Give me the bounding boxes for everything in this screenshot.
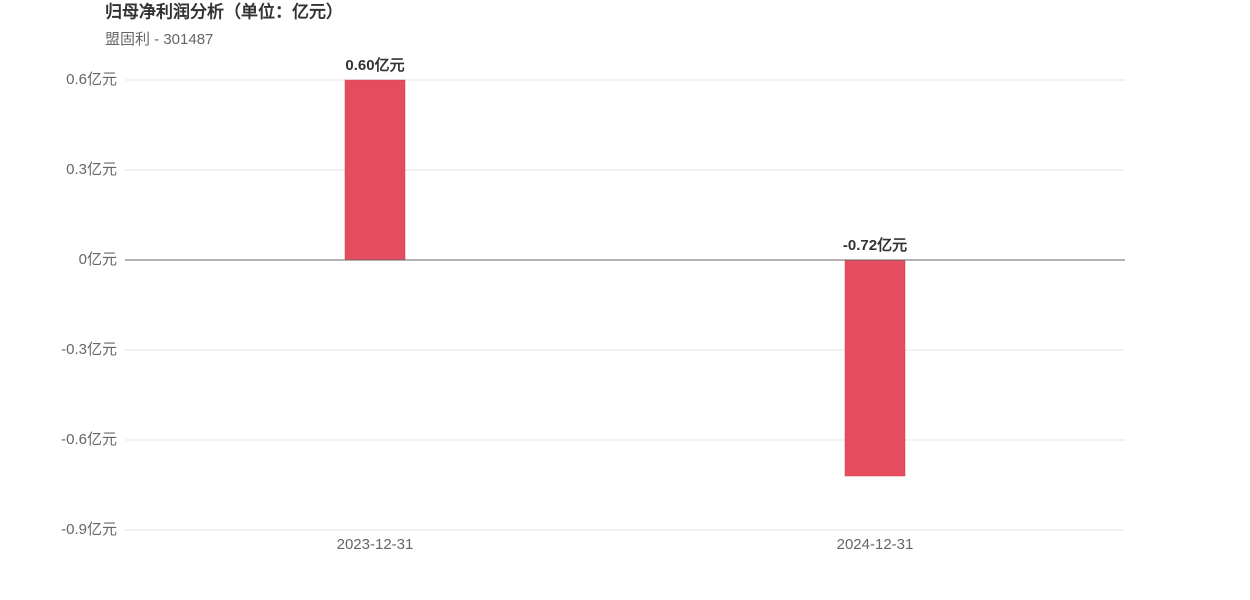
y-tick-label: 0亿元 — [79, 251, 117, 268]
bar — [344, 79, 406, 261]
y-tick-label: -0.3亿元 — [61, 341, 117, 358]
value-label: 0.60亿元 — [345, 56, 404, 74]
chart-title: 归母净利润分析（单位：亿元） — [105, 1, 343, 21]
y-tick-label: 0.6亿元 — [66, 71, 117, 88]
y-tick-label: -0.6亿元 — [61, 431, 117, 448]
x-tick-label: 2023-12-31 — [337, 536, 414, 553]
bar — [844, 259, 906, 477]
chart-subtitle: 盟固利 - 301487 — [105, 31, 213, 48]
value-label: -0.72亿元 — [843, 236, 907, 254]
x-tick-label: 2024-12-31 — [837, 536, 914, 553]
y-tick-label: 0.3亿元 — [66, 161, 117, 178]
y-tick-label: -0.9亿元 — [61, 521, 117, 538]
